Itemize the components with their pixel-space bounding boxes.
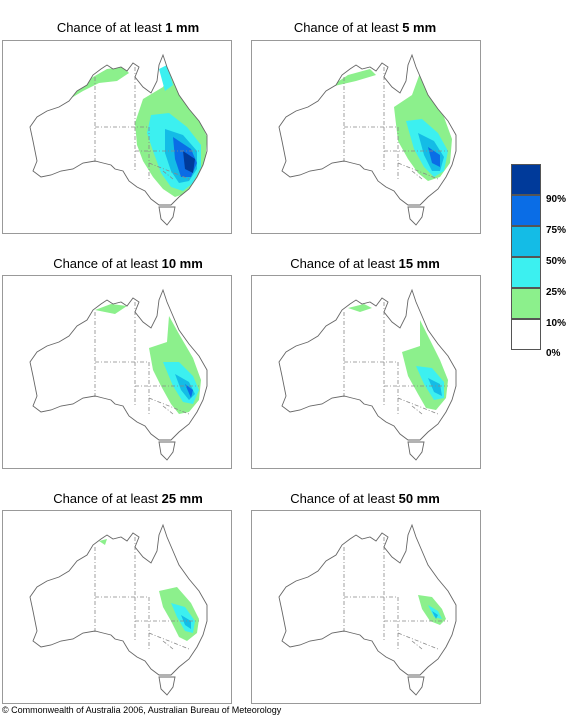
mainland-outline <box>279 55 456 205</box>
probability-band <box>330 69 376 87</box>
probability-legend <box>511 164 541 354</box>
probability-band <box>428 147 440 167</box>
panel-title-5mm: Chance of at least 5 mm <box>293 20 437 35</box>
map-25mm <box>2 510 232 704</box>
state-border <box>397 632 439 650</box>
tasmania-outline <box>158 676 176 696</box>
probability-band <box>99 539 107 545</box>
coastline <box>29 523 208 676</box>
probability-band <box>348 304 372 312</box>
australia-map-svg <box>29 53 208 226</box>
probability-band <box>428 378 442 396</box>
state-border <box>397 397 439 415</box>
legend-swatch-50 <box>511 226 541 257</box>
state-border <box>162 170 174 180</box>
map-15mm <box>251 275 481 469</box>
panel-title-10mm: Chance of at least 10 mm <box>53 256 203 271</box>
coastline <box>29 53 208 206</box>
state-border <box>411 405 423 415</box>
tasmania-outline <box>158 206 176 226</box>
coastline <box>278 288 457 441</box>
mainland-outline <box>30 290 207 440</box>
state-border <box>148 397 190 415</box>
state-border <box>148 632 190 650</box>
probability-band <box>159 65 173 91</box>
mainland-outline <box>30 525 207 675</box>
legend-label-0: 0% <box>546 348 561 359</box>
legend-label-25: 25% <box>546 287 567 298</box>
probability-band <box>63 67 129 103</box>
coastline <box>278 53 457 206</box>
probability-band <box>185 384 193 398</box>
map-1mm <box>2 40 232 234</box>
panel-title-50mm: Chance of at least 50 mm <box>290 491 440 506</box>
australia-map-svg <box>278 523 457 696</box>
map-50mm <box>251 510 481 704</box>
legend-label-90: 90% <box>546 194 567 205</box>
probability-band <box>95 304 127 314</box>
australia-map-svg <box>278 288 457 461</box>
legend-label-10: 10% <box>546 318 567 329</box>
probability-band <box>181 615 191 629</box>
tasmania-outline <box>407 441 425 461</box>
probability-band <box>428 605 442 619</box>
tasmania-outline <box>158 441 176 461</box>
panel-title-15mm: Chance of at least 15 mm <box>290 256 440 271</box>
probability-band <box>432 611 438 619</box>
coastline <box>29 288 208 441</box>
map-10mm <box>2 275 232 469</box>
tasmania-outline <box>407 676 425 696</box>
australia-map-svg <box>29 288 208 461</box>
copyright-notice: © Commonwealth of Australia 2006, Austra… <box>2 705 282 715</box>
state-border <box>162 405 174 415</box>
australia-map-svg <box>29 523 208 696</box>
mainland-outline <box>279 290 456 440</box>
australia-map-svg <box>278 53 457 226</box>
legend-swatch-90 <box>511 164 541 195</box>
probability-band <box>183 151 195 173</box>
legend-label-75: 75% <box>546 225 567 236</box>
map-5mm <box>251 40 481 234</box>
state-border <box>411 640 423 650</box>
legend-swatch-10 <box>511 288 541 319</box>
state-border <box>397 162 439 180</box>
panel-title-1mm: Chance of at least 1 mm <box>56 20 200 35</box>
mainland-outline <box>279 525 456 675</box>
legend-label-50: 50% <box>546 256 567 267</box>
panel-title-25mm: Chance of at least 25 mm <box>53 491 203 506</box>
legend-swatch-25 <box>511 257 541 288</box>
tasmania-outline <box>407 206 425 226</box>
legend-swatch-75 <box>511 195 541 226</box>
legend-swatch-0 <box>511 319 541 350</box>
state-border <box>148 162 190 180</box>
state-border <box>411 170 423 180</box>
coastline <box>278 523 457 676</box>
state-border <box>162 640 174 650</box>
